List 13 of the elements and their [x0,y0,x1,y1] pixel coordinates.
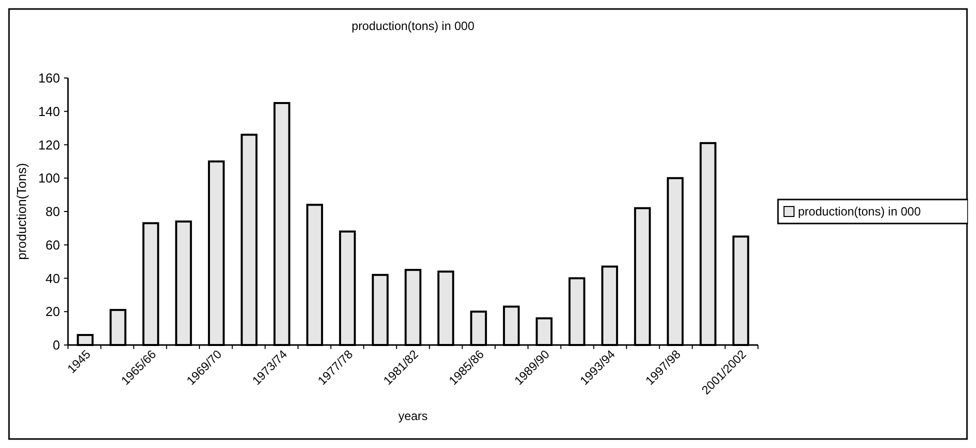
y-tick-label: 60 [46,237,60,252]
y-tick-label: 140 [38,104,60,119]
y-tick-label: 120 [38,137,60,152]
y-tick-label: 0 [52,338,60,353]
y-tick-label: 40 [46,270,60,286]
legend-label: production(tons) in 000 [798,204,922,219]
y-tick-label: 160 [38,70,60,86]
y-tick-label: 20 [46,304,60,320]
y-tick-label: 100 [38,170,60,186]
y-tick-label: 80 [46,204,60,220]
y-axis-title: production(Tons) [14,163,29,260]
x-axis-title: years [398,409,428,423]
chart-title: production(tons) in 000 [352,19,475,33]
